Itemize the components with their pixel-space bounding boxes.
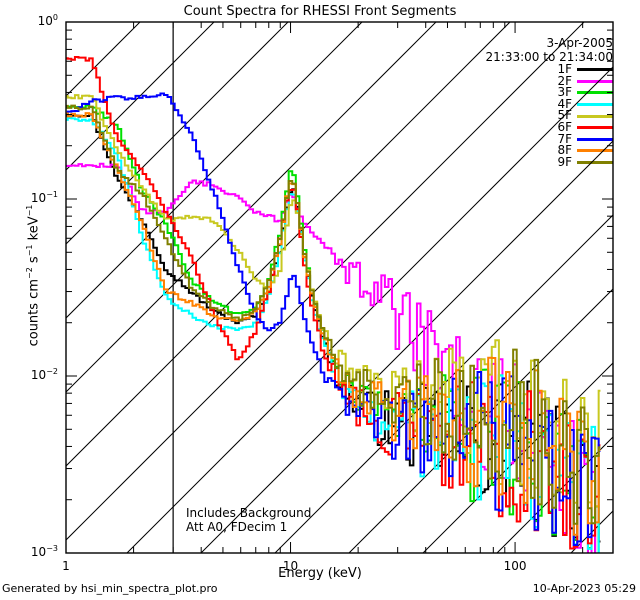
generated-date-text: 10-Apr-2023 05:29 [532, 582, 636, 595]
legend-item-swatch [577, 161, 613, 165]
legend-item-swatch [577, 68, 613, 72]
y-tick-label: 10−1 [30, 190, 58, 206]
legend-item-label: 4F [557, 96, 572, 111]
x-axis-label: Energy (keV) [278, 566, 362, 581]
series-line-6f [66, 55, 601, 550]
observation-date: 3-Apr-2005 [546, 36, 613, 50]
legend-item-swatch [577, 126, 613, 130]
legend-item-4f: 4F [557, 96, 613, 111]
x-tick-label: 100 [503, 559, 527, 573]
plot-annotation: Includes Background [186, 506, 312, 520]
legend-item-label: 2F [557, 73, 572, 88]
plot-annotation: Att A0, FDecim 1 [186, 520, 288, 534]
page-title: Count Spectra for RHESSI Front Segments [183, 4, 457, 19]
legend-item-swatch [577, 79, 613, 83]
legend-item-swatch [577, 149, 613, 153]
legend-item-label: 6F [557, 119, 572, 134]
legend-item-8f: 8F [557, 143, 613, 158]
legend-item-1f: 1F [557, 62, 613, 76]
series-line-1f [66, 113, 601, 553]
series-line-9f [66, 104, 601, 525]
legend-item-9f: 9F [557, 154, 613, 169]
axis-ticks [65, 21, 613, 554]
series-group [66, 55, 601, 553]
legend-item-3f: 3F [557, 85, 613, 100]
y-tick-label: 10−3 [30, 544, 58, 560]
legend-item-label: 1F [557, 62, 572, 76]
legend-item-label: 7F [557, 131, 572, 146]
legend-item-label: 3F [557, 85, 572, 100]
legend-item-2f: 2F [557, 73, 613, 88]
x-tick-label: 1 [62, 559, 70, 573]
legend-item-7f: 7F [557, 131, 613, 146]
generated-by-text: Generated by hsi_min_spectra_plot.pro [2, 582, 218, 595]
hatched-region [66, 22, 613, 553]
legend-item-swatch [577, 137, 613, 141]
legend-item-label: 8F [557, 143, 572, 158]
legend-item-swatch [577, 91, 613, 95]
legend-item-6f: 6F [557, 119, 613, 134]
y-tick-label: 10−2 [30, 367, 58, 383]
plot-frame [65, 21, 614, 554]
y-tick-label: 100 [37, 13, 58, 29]
legend-item-label: 9F [557, 154, 572, 169]
legend-item-swatch [577, 114, 613, 118]
x-tick-label: 10 [282, 559, 299, 573]
legend-item-swatch [577, 103, 613, 107]
